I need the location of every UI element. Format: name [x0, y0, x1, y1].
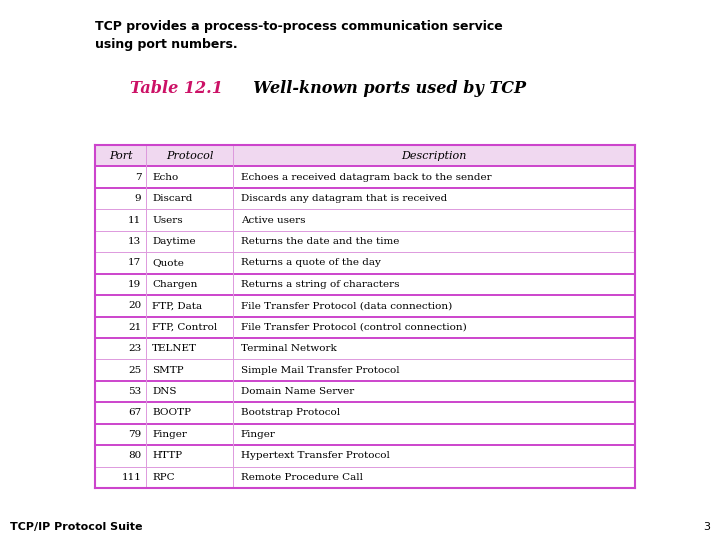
Text: Terminal Network: Terminal Network — [240, 344, 336, 353]
Text: 3: 3 — [703, 522, 710, 532]
Text: Protocol: Protocol — [166, 151, 213, 161]
Text: 53: 53 — [128, 387, 141, 396]
Text: Table 12.1: Table 12.1 — [130, 80, 223, 97]
Text: 13: 13 — [128, 237, 141, 246]
Text: 20: 20 — [128, 301, 141, 310]
Text: Simple Mail Transfer Protocol: Simple Mail Transfer Protocol — [240, 366, 400, 375]
Text: TCP provides a process-to-process communication service: TCP provides a process-to-process commun… — [95, 20, 503, 33]
Text: File Transfer Protocol (data connection): File Transfer Protocol (data connection) — [240, 301, 452, 310]
Text: DNS: DNS — [153, 387, 177, 396]
Text: 11: 11 — [128, 215, 141, 225]
Text: Finger: Finger — [153, 430, 187, 439]
Text: 111: 111 — [122, 473, 141, 482]
Text: 21: 21 — [128, 323, 141, 332]
Text: Returns a string of characters: Returns a string of characters — [240, 280, 399, 289]
Text: Well-known ports used by TCP: Well-known ports used by TCP — [242, 80, 526, 97]
Text: 9: 9 — [135, 194, 141, 203]
Text: File Transfer Protocol (control connection): File Transfer Protocol (control connecti… — [240, 323, 467, 332]
Text: Users: Users — [153, 215, 183, 225]
Text: SMTP: SMTP — [153, 366, 184, 375]
Text: Discard: Discard — [153, 194, 193, 203]
Text: FTP, Data: FTP, Data — [153, 301, 202, 310]
Text: Port: Port — [109, 151, 132, 161]
Text: 23: 23 — [128, 344, 141, 353]
Text: Remote Procedure Call: Remote Procedure Call — [240, 473, 363, 482]
Text: RPC: RPC — [153, 473, 175, 482]
Text: Returns a quote of the day: Returns a quote of the day — [240, 259, 381, 267]
Text: 19: 19 — [128, 280, 141, 289]
Text: Echo: Echo — [153, 173, 179, 181]
Text: Domain Name Server: Domain Name Server — [240, 387, 354, 396]
Text: FTP, Control: FTP, Control — [153, 323, 217, 332]
Text: 79: 79 — [128, 430, 141, 439]
Text: Hypertext Transfer Protocol: Hypertext Transfer Protocol — [240, 451, 390, 460]
Text: Daytime: Daytime — [153, 237, 196, 246]
Bar — [95, 145, 635, 166]
Text: Echoes a received datagram back to the sender: Echoes a received datagram back to the s… — [240, 173, 491, 181]
Text: Bootstrap Protocol: Bootstrap Protocol — [240, 408, 340, 417]
Text: Chargen: Chargen — [153, 280, 198, 289]
Text: BOOTP: BOOTP — [153, 408, 192, 417]
Text: TELNET: TELNET — [153, 344, 197, 353]
Text: 80: 80 — [128, 451, 141, 460]
Text: 7: 7 — [135, 173, 141, 181]
Text: TCP/IP Protocol Suite: TCP/IP Protocol Suite — [10, 522, 143, 532]
Text: Discards any datagram that is received: Discards any datagram that is received — [240, 194, 447, 203]
Text: HTTP: HTTP — [153, 451, 182, 460]
Bar — [95, 166, 635, 488]
Text: Quote: Quote — [153, 259, 184, 267]
Text: 25: 25 — [128, 366, 141, 375]
Text: 67: 67 — [128, 408, 141, 417]
Text: Active users: Active users — [240, 215, 305, 225]
Text: 17: 17 — [128, 259, 141, 267]
Text: using port numbers.: using port numbers. — [95, 38, 238, 51]
Text: Finger: Finger — [240, 430, 276, 439]
Text: Description: Description — [401, 151, 467, 161]
Text: Returns the date and the time: Returns the date and the time — [240, 237, 399, 246]
